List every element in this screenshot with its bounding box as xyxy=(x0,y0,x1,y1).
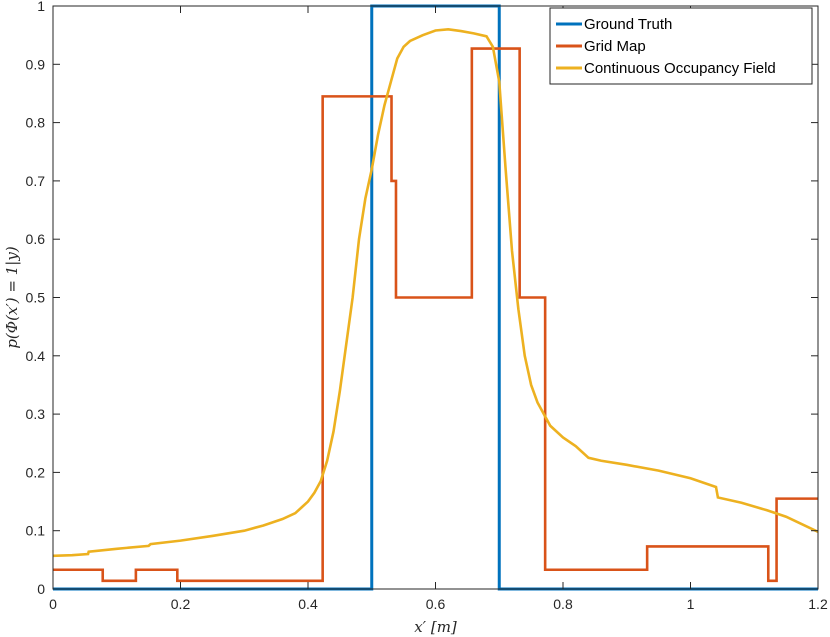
series-line-2 xyxy=(53,47,818,583)
y-tick-label: 0.9 xyxy=(26,56,46,72)
axes-layer: 0 0.2 0.4 0.6 0.8 1 1.2 0 0.1 0.2 0.3 0.4 0.5 0.6 0.7 0… xyxy=(26,0,828,612)
x-tick-label: 1.2 xyxy=(808,596,828,612)
y-tick-label: 0.5 xyxy=(26,290,46,306)
x-tick-label: 0.4 xyxy=(298,596,318,612)
y-tick-label: 0 xyxy=(37,581,45,597)
x-tick-label: 0.2 xyxy=(171,596,191,612)
y-tick-label: 0.4 xyxy=(26,348,46,364)
x-tick-label: 1 xyxy=(687,596,695,612)
y-tick-label: 0.8 xyxy=(26,115,46,131)
legend-label-1: Ground Truth xyxy=(584,16,672,33)
y-tick-label: 0.1 xyxy=(26,523,46,539)
x-tick-label: 0.6 xyxy=(426,596,446,612)
legend-box xyxy=(549,7,813,85)
x-tick-label: 0.8 xyxy=(553,596,573,612)
series-line-3 xyxy=(53,28,818,558)
y-tick-label: 0.3 xyxy=(26,406,46,422)
y-axis-label: p(Φ(x′) = 1|y) xyxy=(3,246,21,348)
x-tick-label: 0 xyxy=(49,596,57,612)
y-tick-label: 0.2 xyxy=(26,464,46,480)
y-tick-label: 0.6 xyxy=(26,231,46,247)
y-tick-label: 0.7 xyxy=(26,173,46,189)
legend: Ground Truth Grid Map Continuous Occupancy… xyxy=(549,7,813,85)
legend-label-3: Continuous Occupancy Field xyxy=(584,60,776,77)
x-axis-label: x′ [m] xyxy=(414,618,457,636)
y-tick-label: 1 xyxy=(37,0,45,14)
legend-label-2: Grid Map xyxy=(584,38,646,55)
